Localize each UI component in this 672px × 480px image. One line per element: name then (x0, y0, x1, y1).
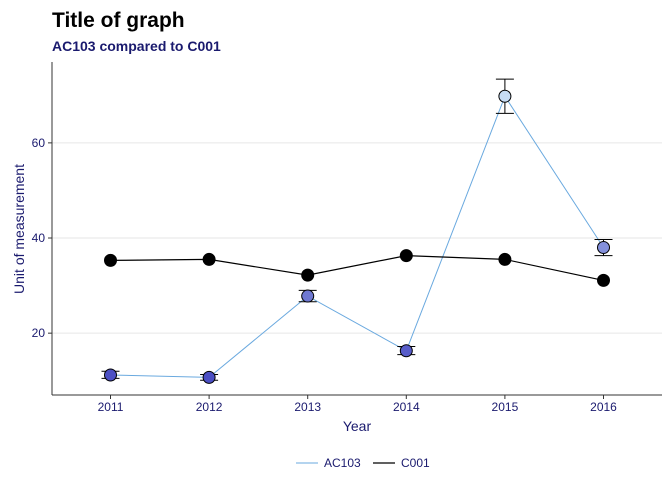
series-line-AC103 (110, 95, 604, 378)
y-tick-label: 40 (32, 231, 46, 245)
data-point (104, 253, 117, 267)
x-tick-label: 2014 (393, 400, 420, 414)
data-point (498, 252, 512, 266)
x-tick-label: 2013 (294, 400, 321, 414)
x-axis-title: Year (343, 418, 372, 434)
data-point (301, 289, 315, 303)
data-point (597, 241, 610, 255)
tick-labels: 20 40 60 2011 2012 2013 2014 2015 2016 (32, 136, 618, 414)
series (101, 78, 613, 384)
y-tick-label: 20 (32, 326, 46, 340)
gridlines (52, 142, 662, 334)
series-AC103 (101, 78, 613, 384)
data-point (498, 89, 512, 103)
legend: AC103 C001 (296, 456, 430, 470)
legend-item-C001: C001 (373, 456, 430, 470)
chart-subtitle: AC103 compared to C001 (52, 38, 221, 54)
axes (48, 62, 662, 399)
y-tick-label: 60 (32, 136, 46, 150)
x-tick-label: 2015 (492, 400, 519, 414)
legend-item-AC103: AC103 (296, 456, 361, 470)
data-point (301, 268, 315, 282)
chart-title: Title of graph (52, 9, 185, 32)
data-point (399, 249, 413, 263)
legend-label: C001 (401, 456, 430, 470)
series-C001 (104, 249, 610, 287)
data-point (399, 344, 413, 358)
x-tick-label: 2011 (98, 400, 124, 414)
data-point (202, 370, 216, 384)
data-point (597, 273, 610, 287)
data-point (202, 252, 216, 266)
series-line-C001 (110, 254, 604, 281)
x-tick-label: 2016 (590, 400, 617, 414)
x-tick-label: 2012 (196, 400, 223, 414)
data-point (104, 368, 117, 382)
y-axis-title: Unit of measurement (11, 164, 27, 294)
legend-label: AC103 (324, 456, 361, 470)
